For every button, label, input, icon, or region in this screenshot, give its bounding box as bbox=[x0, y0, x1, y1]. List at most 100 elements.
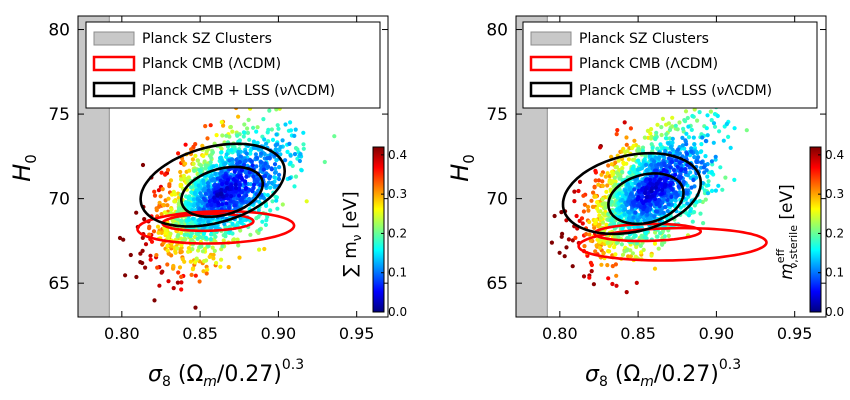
scatter-point bbox=[229, 148, 234, 153]
scatter-point bbox=[703, 154, 708, 159]
scatter-point bbox=[264, 218, 269, 223]
scatter-point bbox=[642, 218, 647, 223]
scatter-point bbox=[681, 203, 687, 208]
x-tick-label: 0.80 bbox=[542, 324, 578, 343]
scatter-point bbox=[593, 178, 598, 183]
scatter-point bbox=[138, 251, 143, 256]
scatter-point bbox=[635, 203, 640, 208]
scatter-point bbox=[673, 198, 678, 203]
scatter-point bbox=[219, 187, 224, 192]
scatter-point bbox=[683, 109, 689, 114]
scatter-point bbox=[606, 163, 611, 168]
scatter-point bbox=[247, 137, 252, 142]
scatter-point bbox=[711, 121, 717, 126]
scatter-point bbox=[156, 230, 161, 235]
scatter-point bbox=[275, 142, 280, 147]
scatter-point bbox=[255, 125, 260, 130]
scatter-point bbox=[220, 244, 225, 249]
legend-label: Planck CMB + LSS (νΛCDM) bbox=[142, 83, 335, 99]
scatter-point bbox=[636, 188, 641, 194]
scatter-point bbox=[673, 202, 678, 208]
scatter-point bbox=[655, 122, 660, 127]
scatter-point bbox=[636, 158, 641, 163]
scatter-point bbox=[594, 243, 599, 248]
scatter-point bbox=[609, 162, 614, 167]
scatter-point bbox=[161, 203, 166, 208]
scatter-point bbox=[238, 228, 243, 233]
scatter-point bbox=[653, 155, 658, 160]
scatter-point bbox=[269, 180, 274, 186]
scatter-point bbox=[208, 160, 213, 165]
scatter-point bbox=[160, 187, 165, 192]
scatter-point bbox=[200, 249, 205, 254]
scatter-point bbox=[261, 167, 266, 172]
scatter-point bbox=[239, 190, 244, 195]
scatter-point bbox=[268, 185, 273, 190]
scatter-point bbox=[278, 152, 283, 157]
contour-cmb bbox=[577, 226, 768, 262]
scatter-point bbox=[292, 184, 297, 189]
scatter-point bbox=[598, 145, 603, 150]
scatter-point bbox=[247, 170, 252, 175]
scatter-point bbox=[705, 191, 711, 196]
scatter-point bbox=[620, 169, 625, 174]
scatter-point bbox=[298, 152, 303, 157]
scatter-point bbox=[163, 172, 168, 177]
scatter-point bbox=[697, 110, 702, 115]
scatter-point bbox=[726, 134, 731, 139]
scatter-point bbox=[195, 202, 200, 207]
scatter-point bbox=[713, 188, 719, 193]
x-tick-label: 0.80 bbox=[104, 324, 140, 343]
scatter-point bbox=[243, 179, 248, 184]
scatter-point bbox=[179, 287, 184, 292]
scatter-point bbox=[262, 137, 267, 142]
scatter-point bbox=[657, 155, 662, 160]
scatter-point bbox=[143, 265, 148, 270]
colorbar-tick-label: 0.0 bbox=[388, 305, 407, 319]
scatter-point bbox=[642, 204, 647, 209]
scatter-point bbox=[185, 232, 190, 237]
scatter-point bbox=[699, 142, 704, 147]
scatter-point bbox=[237, 159, 242, 165]
scatter-point bbox=[219, 257, 224, 262]
scatter-point bbox=[666, 121, 672, 126]
scatter-point bbox=[251, 125, 256, 130]
scatter-point bbox=[580, 221, 585, 226]
scatter-point bbox=[272, 162, 278, 167]
scatter-point bbox=[235, 237, 240, 242]
scatter-point bbox=[190, 267, 195, 272]
scatter-point bbox=[233, 182, 238, 187]
scatter-point bbox=[179, 230, 184, 235]
scatter-point bbox=[171, 286, 176, 291]
scatter-point bbox=[594, 218, 599, 223]
scatter-point bbox=[674, 158, 679, 163]
scatter-point bbox=[652, 159, 657, 164]
scatter-point bbox=[267, 108, 272, 113]
scatter-point bbox=[152, 193, 158, 198]
scatter-point bbox=[186, 217, 191, 222]
scatter-point bbox=[134, 210, 139, 215]
scatter-point bbox=[220, 133, 225, 138]
scatter-point bbox=[213, 171, 218, 176]
legend-label: Planck CMB (ΛCDM) bbox=[142, 56, 281, 72]
scatter-point bbox=[672, 168, 677, 173]
scatter-point bbox=[670, 115, 675, 120]
scatter-point bbox=[292, 133, 297, 138]
scatter-point bbox=[604, 189, 609, 194]
scatter-point bbox=[117, 235, 123, 241]
scatter-point bbox=[288, 128, 294, 133]
scatter-point bbox=[675, 193, 680, 198]
scatter-point bbox=[633, 180, 638, 186]
scatter-point bbox=[241, 218, 246, 223]
scatter-point bbox=[620, 226, 625, 231]
scatter-point bbox=[229, 184, 234, 189]
scatter-point bbox=[659, 132, 664, 138]
y-ticks: 65 70 75 80 bbox=[48, 21, 388, 294]
scatter-point bbox=[585, 204, 591, 209]
scatter-point bbox=[609, 199, 614, 204]
scatter-point bbox=[643, 190, 648, 196]
colorbar-tick-label: 0.0 bbox=[825, 305, 844, 319]
scatter-point bbox=[599, 262, 604, 267]
scatter-point bbox=[244, 199, 249, 205]
scatter-point bbox=[255, 140, 260, 145]
